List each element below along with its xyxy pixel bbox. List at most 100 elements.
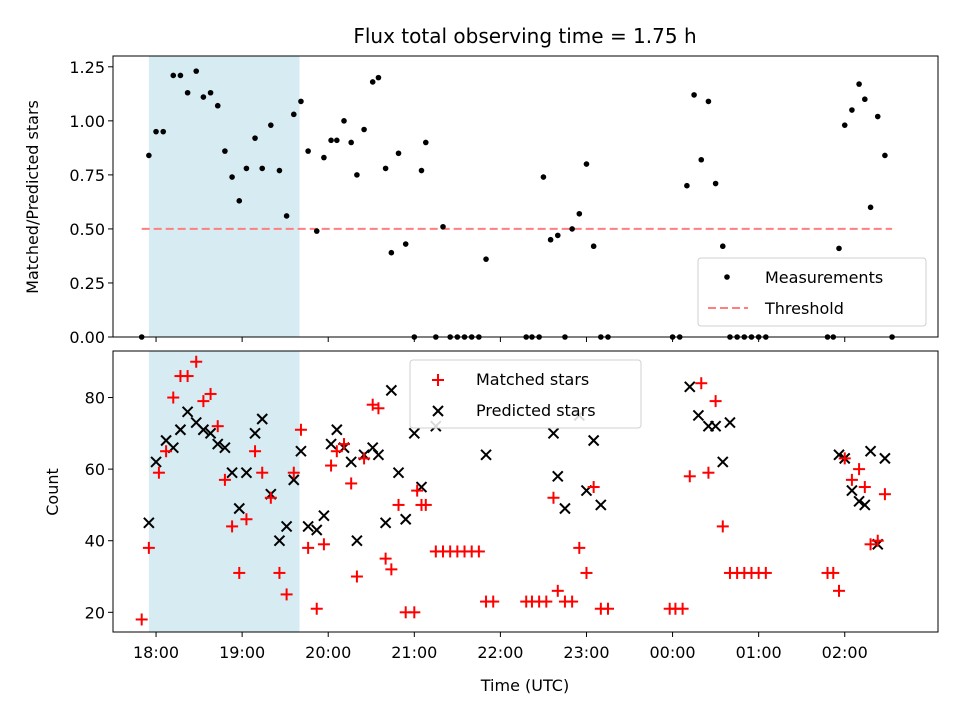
- measurement-point: [170, 72, 177, 79]
- matched-point: [167, 391, 180, 404]
- predicted-point: [249, 427, 261, 440]
- measurement-point: [540, 174, 547, 180]
- matched-point: [142, 541, 155, 554]
- matched-point: [294, 423, 307, 436]
- legend-predicted-label: Predicted stars: [476, 401, 596, 420]
- top-y-tick-label: 0.00: [69, 328, 105, 347]
- predicted-point: [372, 449, 385, 461]
- predicted-point: [408, 427, 421, 440]
- predicted-point: [240, 466, 253, 479]
- measurement-point: [547, 236, 554, 243]
- matched-point: [256, 466, 269, 479]
- measurement-point: [719, 243, 726, 250]
- matched-point: [310, 602, 323, 615]
- bottom-y-axis-label: Count: [43, 468, 62, 516]
- measurement-point: [321, 154, 327, 161]
- measurement-point: [200, 94, 207, 100]
- predicted-point: [853, 495, 865, 508]
- predicted-point: [219, 441, 231, 454]
- predicted-point: [366, 441, 379, 454]
- top-x-ticks: [155, 337, 846, 342]
- matched-point: [683, 470, 696, 483]
- matched-point: [204, 387, 217, 400]
- top-y-axis-label: Matched/Predicted stars: [23, 100, 42, 294]
- predicted-point: [864, 445, 877, 457]
- x-tick-label: 23:00: [563, 643, 609, 662]
- matched-point: [573, 541, 586, 554]
- predicted-point: [288, 474, 300, 486]
- predicted-point: [587, 434, 600, 447]
- predicted-point: [846, 484, 858, 497]
- legend-threshold-label: Threshold: [764, 299, 844, 318]
- matched-point: [695, 377, 708, 390]
- predicted-point: [345, 456, 357, 468]
- predicted-point: [547, 427, 560, 440]
- legend-measurements-label: Measurements: [765, 268, 883, 287]
- matched-point: [551, 584, 564, 597]
- predicted-point: [150, 456, 162, 468]
- matched-point: [379, 552, 392, 565]
- matched-point: [273, 566, 286, 579]
- predicted-point: [295, 445, 307, 457]
- top-legend: Measurements Threshold: [697, 257, 927, 327]
- predicted-point: [717, 456, 729, 468]
- matched-point: [338, 438, 350, 451]
- matched-point: [547, 491, 560, 504]
- matched-point: [540, 595, 553, 608]
- predicted-point: [392, 466, 405, 479]
- measurement-point: [418, 167, 425, 174]
- measurement-point: [283, 213, 290, 219]
- measurement-point: [395, 150, 402, 157]
- matched-point: [853, 463, 866, 476]
- matched-point: [587, 481, 600, 494]
- top-panel: 0.00 0.25 0.50 0.75 1.00 1.25 Matched/Predict…: [23, 55, 939, 347]
- measurement-point: [554, 232, 561, 239]
- predicted-point: [226, 466, 238, 479]
- measurement-point: [305, 148, 311, 154]
- matched-point: [181, 370, 194, 383]
- predicted-point: [480, 449, 492, 461]
- top-y-tick-label: 0.75: [69, 166, 105, 185]
- matched-point: [392, 498, 405, 511]
- measurement-point: [229, 174, 235, 180]
- predicted-point: [879, 452, 891, 465]
- x-tick-label: 00:00: [650, 643, 696, 662]
- matched-point: [487, 595, 500, 608]
- matched-point: [833, 584, 845, 597]
- matched-point: [211, 420, 224, 433]
- measurement-point: [422, 139, 429, 146]
- matched-point: [135, 613, 148, 626]
- measurement-point: [334, 137, 340, 144]
- legend-predicted-marker: [432, 405, 444, 417]
- measurement-point: [268, 122, 274, 128]
- bottom-legend: Matched stars Predicted stars: [409, 359, 642, 429]
- matched-point: [602, 602, 614, 615]
- x-tick-label: 18:00: [133, 643, 179, 662]
- measurement-point: [691, 92, 697, 98]
- predicted-point: [709, 420, 722, 432]
- x-tick-label: 19:00: [219, 643, 265, 662]
- matched-point: [330, 445, 343, 458]
- legend-matched-marker: [432, 374, 444, 386]
- matched-point: [827, 566, 840, 579]
- measurement-point: [382, 165, 389, 172]
- matched-point: [160, 445, 173, 458]
- measurement-point: [867, 204, 874, 211]
- matched-point: [372, 402, 385, 415]
- measurement-point: [361, 126, 367, 133]
- predicted-point: [311, 524, 323, 536]
- measurement-point: [328, 137, 334, 144]
- measurement-point: [243, 165, 250, 172]
- matched-point: [878, 488, 891, 501]
- matched-point: [716, 520, 729, 533]
- matched-point: [302, 541, 315, 554]
- measurement-point: [874, 113, 881, 120]
- bottom-y-ticks: 20 40 60 80: [85, 389, 113, 622]
- measurement-point: [841, 122, 848, 128]
- predicted-point: [552, 470, 564, 482]
- predicted-point: [351, 535, 363, 547]
- matched-point: [871, 534, 884, 547]
- matched-point: [472, 545, 485, 558]
- predicted-point: [399, 513, 412, 525]
